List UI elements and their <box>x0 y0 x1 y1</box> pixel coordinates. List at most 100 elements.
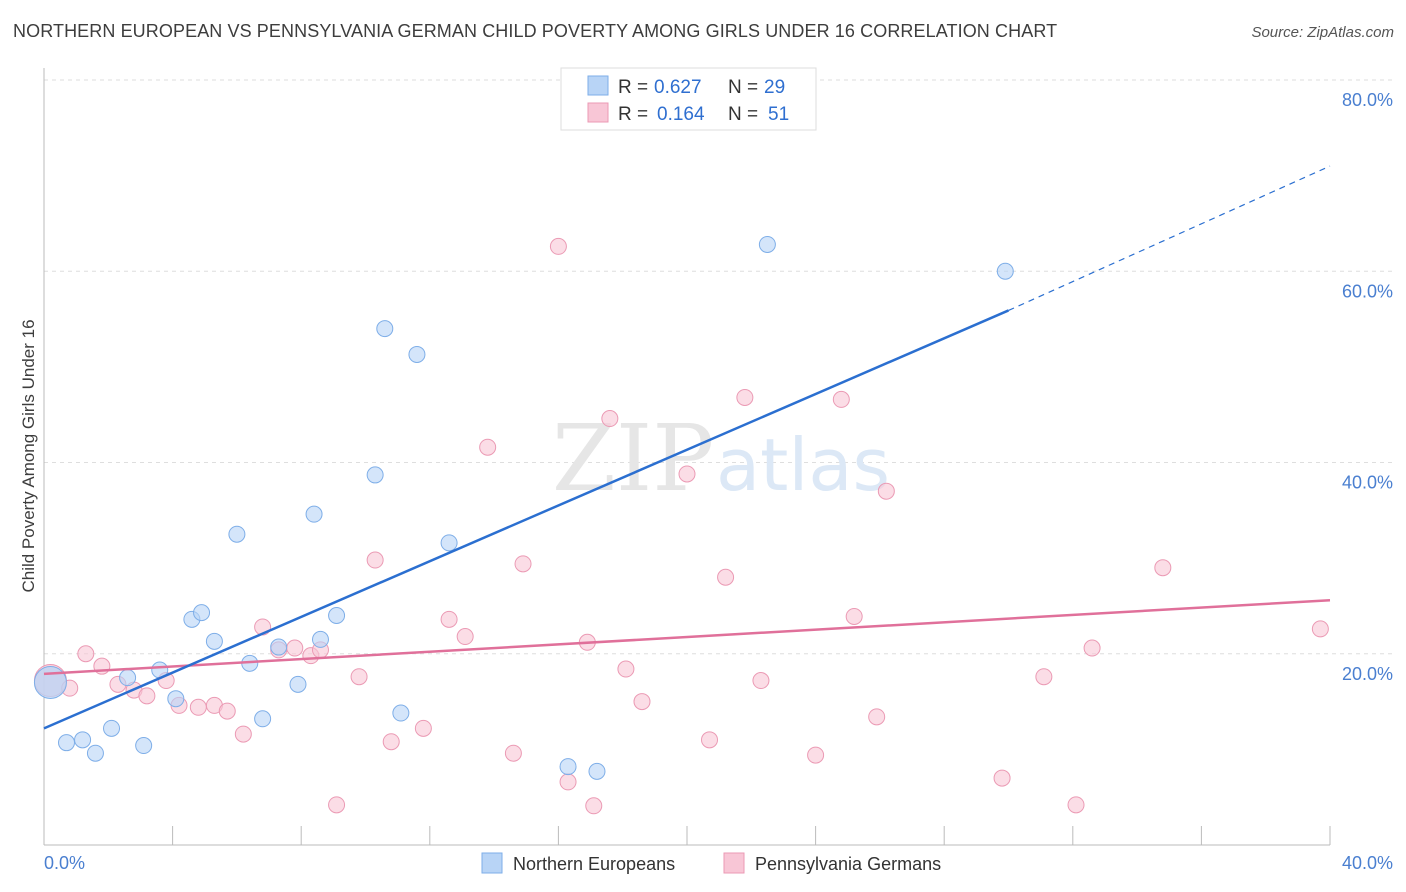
y-tick-label-60: 60.0% <box>1342 281 1393 301</box>
bottom-legend-swatch-pink <box>723 852 745 874</box>
northern-europeans-point <box>328 607 346 624</box>
legend-n-value-2: 51 <box>768 104 789 125</box>
northern-europeans-point <box>289 675 307 693</box>
series-legend: Northern Europeans Pennsylvania Germans <box>481 852 941 874</box>
legend-r-label-2: R = <box>618 104 648 125</box>
pennsylvania-germans-point <box>868 708 886 726</box>
watermark-atlas: atlas <box>716 423 890 507</box>
x-tick-label-min: 0.0% <box>44 853 85 873</box>
northern-europeans-point <box>996 262 1014 280</box>
bottom-legend-label-pennsylvania-germans: Pennsylvania Germans <box>755 854 941 874</box>
correlation-legend: R = 0.627 N = 29 R = 0.164 N = 51 <box>560 67 817 131</box>
pennsylvania-germans-point <box>286 639 304 657</box>
northern-europeans-point <box>205 632 223 650</box>
pennsylvania-germans-point <box>832 390 850 408</box>
pennsylvania-germans-point <box>504 744 522 762</box>
northern-europeans-point <box>103 719 121 737</box>
pennsylvania-germans-point <box>559 773 577 791</box>
gridlines <box>44 79 1393 655</box>
northern-europeans-point <box>588 762 606 780</box>
pennsylvania-germans-point <box>549 237 567 255</box>
northern-europeans-point <box>119 669 137 687</box>
pennsylvania-germans-point <box>701 731 719 749</box>
pennsylvania-germans-point <box>633 693 651 711</box>
northern-europeans-point <box>270 638 288 656</box>
pennsylvania-germans-point <box>138 687 156 705</box>
legend-n-label-1: N = <box>728 77 758 98</box>
northern-europeans-point <box>58 734 76 752</box>
y-tick-label-80: 80.0% <box>1342 90 1393 110</box>
watermark-zip: ZIP <box>552 405 714 512</box>
pennsylvania-germans-point <box>1067 796 1085 814</box>
northern-europeans-point <box>376 320 394 338</box>
northern-europeans-point <box>254 710 272 728</box>
pennsylvania-germans-point <box>752 672 770 690</box>
northern-europeans-point <box>559 758 577 776</box>
pennsylvania-germans-point <box>218 702 236 720</box>
pennsylvania-germans-point <box>234 725 252 743</box>
pennsylvania-germans-point <box>1035 668 1053 686</box>
pennsylvania-germans-point <box>514 555 532 573</box>
northern-europeans-point <box>408 345 426 363</box>
bottom-legend-swatch-blue <box>481 852 503 874</box>
pennsylvania-germans-point <box>366 551 384 569</box>
pennsylvania-germans-point <box>845 607 863 625</box>
pennsylvania-germans-point <box>440 610 458 628</box>
northern-europeans-point <box>33 665 67 699</box>
legend-n-label-2: N = <box>728 104 758 125</box>
chart-title: NORTHERN EUROPEAN VS PENNSYLVANIA GERMAN… <box>13 21 1058 41</box>
northern-europeans-point <box>366 466 384 484</box>
pennsylvania-germans-point <box>736 388 754 406</box>
pennsylvania-germans-point <box>479 438 497 456</box>
trend-lines <box>43 165 1331 730</box>
pennsylvania-germans-point <box>717 568 735 586</box>
legend-r-value-2: 0.164 <box>657 104 705 125</box>
pennsylvania-germans-point <box>678 465 696 483</box>
pennsylvania-germans-point <box>1083 639 1101 657</box>
pennsylvania-germans-point <box>414 719 432 737</box>
northern-europeans-point <box>392 704 410 722</box>
pennsylvania-germans-point <box>585 797 603 815</box>
pennsylvania-germans-point <box>77 645 95 663</box>
pennsylvania-germans-point <box>877 482 895 500</box>
y-tick-label-20: 20.0% <box>1342 664 1393 684</box>
pennsylvania-germans-point <box>350 668 368 686</box>
pennsylvania-germans-point <box>617 660 635 678</box>
legend-n-value-1: 29 <box>764 77 785 98</box>
northern-europeans-point <box>311 630 329 648</box>
northern-europeans-point <box>758 235 776 253</box>
pennsylvania-germans-point <box>993 769 1011 787</box>
source-label: Source: ZipAtlas.com <box>1251 24 1394 41</box>
y-tick-labels: 20.0% 40.0% 60.0% 80.0% <box>1342 90 1393 684</box>
x-axis-ticks <box>172 826 1331 845</box>
northern-europeans-trend-extension <box>1008 165 1331 312</box>
x-tick-label-max: 40.0% <box>1342 853 1393 873</box>
pennsylvania-germans-point <box>328 796 346 814</box>
northern-europeans-point <box>193 604 211 622</box>
pennsylvania-germans-point <box>1311 620 1329 638</box>
legend-swatch-pink <box>587 102 609 123</box>
northern-europeans-point <box>86 744 104 762</box>
northern-europeans-point <box>74 731 92 749</box>
pennsylvania-germans-point <box>382 733 400 751</box>
pennsylvania-germans-point <box>601 410 619 428</box>
legend-r-value-1: 0.627 <box>654 77 702 98</box>
pennsylvania-germans-points <box>33 237 1329 815</box>
legend-swatch-blue <box>587 75 609 96</box>
bottom-legend-label-northern-europeans: Northern Europeans <box>513 854 675 874</box>
northern-europeans-point <box>305 505 323 523</box>
pennsylvania-germans-trend-line <box>43 598 1331 676</box>
y-axis-label: Child Poverty Among Girls Under 16 <box>19 319 38 592</box>
pennsylvania-germans-point <box>456 628 474 646</box>
pennsylvania-germans-point <box>807 746 825 764</box>
y-tick-label-40: 40.0% <box>1342 473 1393 493</box>
northern-europeans-point <box>167 690 185 708</box>
northern-europeans-points <box>33 235 1014 780</box>
northern-europeans-point <box>228 525 246 543</box>
northern-europeans-trend-line <box>43 309 1009 730</box>
legend-r-label-1: R = <box>618 77 648 98</box>
pennsylvania-germans-point <box>1154 559 1172 577</box>
northern-europeans-point <box>135 737 153 755</box>
pennsylvania-germans-point <box>189 698 207 716</box>
